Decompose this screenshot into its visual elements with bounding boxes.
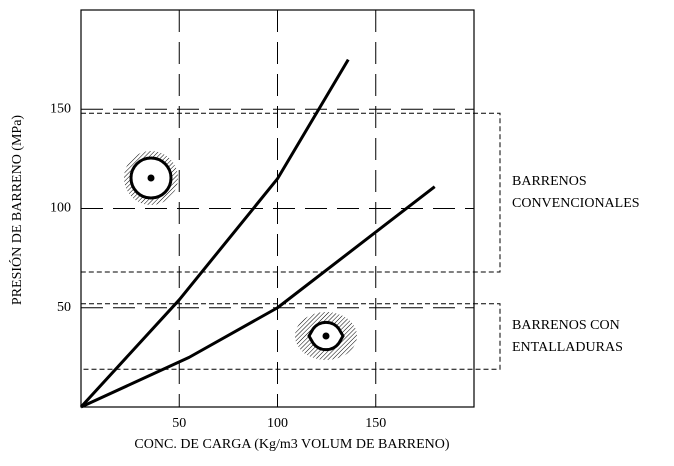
x-tick-label: 150 xyxy=(365,416,386,431)
band-label: BARRENOS xyxy=(512,174,587,189)
y-axis-label: PRESIÓN DE BARRENO (MPa) xyxy=(8,115,25,306)
band-label: BARRENOS CON xyxy=(512,318,620,333)
band-label: CONVENCIONALES xyxy=(512,196,640,211)
icon-notched xyxy=(295,312,357,360)
y-tick-label: 150 xyxy=(50,101,71,116)
line xyxy=(81,187,435,407)
icon-conventional xyxy=(124,151,178,205)
x-tick-label: 100 xyxy=(267,416,288,431)
chart: PRESIÓN DE BARRENO (MPa) CONC. DE CARGA … xyxy=(0,0,674,466)
x-tick-label: 50 xyxy=(172,416,186,431)
y-tick-label: 50 xyxy=(57,300,71,315)
y-tick-label: 100 xyxy=(50,201,71,216)
x-axis-label: CONC. DE CARGA (Kg/m3 VOLUM DE BARRENO) xyxy=(134,437,449,452)
band-label: ENTALLADURAS xyxy=(512,340,623,355)
